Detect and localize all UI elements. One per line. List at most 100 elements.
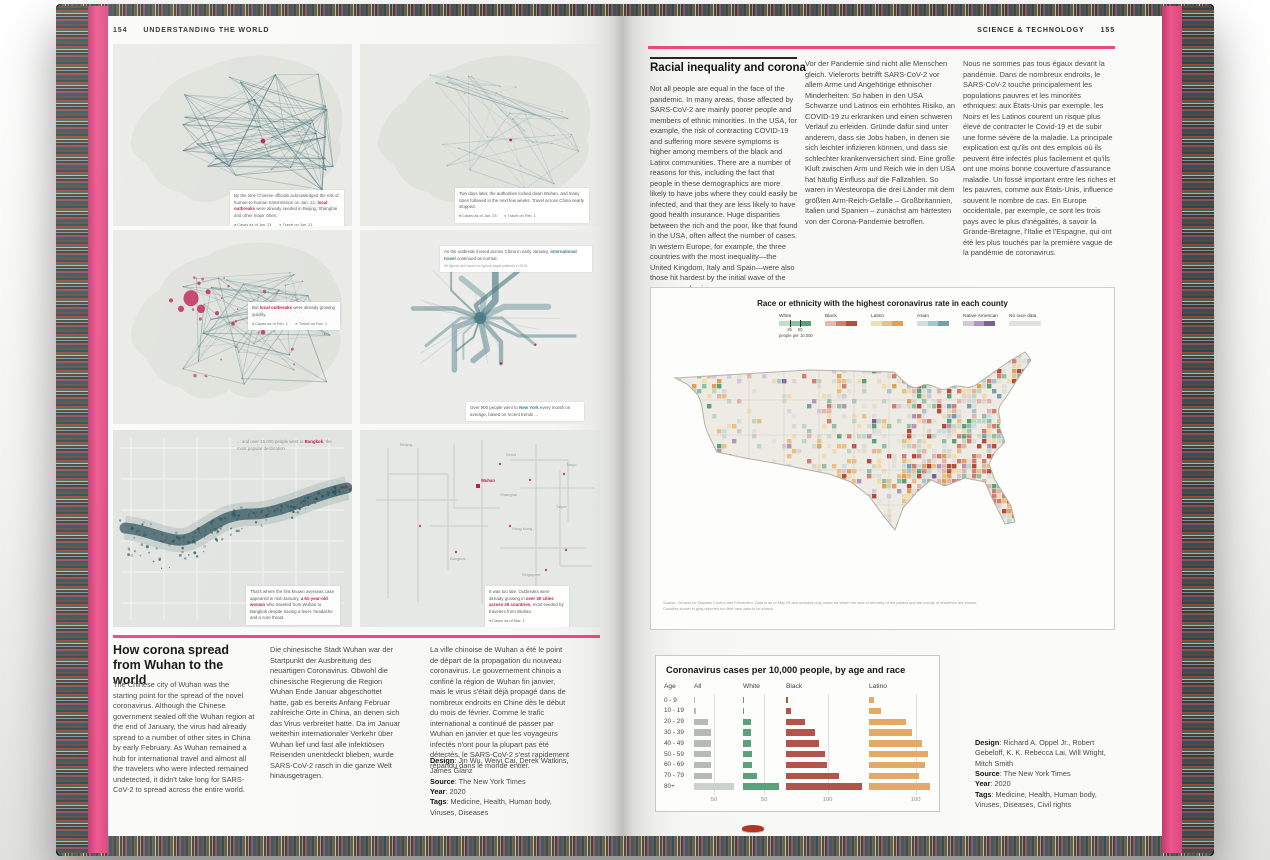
decor-shape: [962, 564, 966, 568]
travel-spoke: [410, 306, 483, 321]
chart-bar-black-30-39: [786, 729, 815, 736]
decor-shape: [827, 519, 832, 524]
decor-shape: [1012, 549, 1016, 553]
decor-shape: [1012, 484, 1017, 489]
decor-shape: [1097, 554, 1101, 558]
decor-shape: [737, 514, 742, 519]
decor-shape: [907, 429, 912, 434]
decor-shape: [468, 75, 500, 87]
chart-bar-all-0-9: [694, 697, 696, 704]
decor-shape: [822, 479, 827, 484]
decor-shape: [284, 284, 286, 286]
decor-shape: [435, 82, 500, 87]
decor-shape: [1062, 419, 1066, 423]
decor-shape: [232, 509, 236, 513]
decor-shape: [229, 533, 232, 536]
decor-shape: [702, 484, 707, 489]
decor-shape: [215, 158, 334, 167]
decor-shape: [197, 143, 216, 160]
decor-shape: [1057, 499, 1061, 503]
decor-shape: [1037, 519, 1041, 523]
decor-shape: [737, 399, 742, 404]
decor-shape: [1067, 394, 1071, 398]
decor-shape: [697, 544, 701, 548]
chart-bar-latino-60-69: [869, 761, 925, 769]
decor-shape: [1022, 499, 1027, 504]
decor-shape: [182, 368, 245, 385]
decor-shape: [1042, 489, 1046, 493]
decor-shape: [1012, 424, 1017, 429]
decor-shape: [1002, 424, 1007, 429]
age-race-bar-chart: Coronavirus cases per 10,000 people, by …: [655, 655, 940, 812]
decor-shape: [1092, 469, 1096, 473]
decor-shape: [184, 557, 187, 560]
decor-shape: [977, 489, 982, 494]
decor-shape: [732, 474, 737, 479]
decor-shape: [1007, 449, 1012, 454]
decor-shape: [682, 569, 686, 573]
decor-shape: [962, 469, 967, 474]
decor-shape: [165, 536, 169, 540]
decor-shape: [932, 509, 937, 514]
decor-shape: [1002, 579, 1006, 583]
outbreak-cluster: [197, 281, 201, 286]
decor-shape: [947, 534, 951, 538]
decor-shape: [912, 499, 917, 504]
decor-shape: [1022, 579, 1026, 583]
decor-shape: [1067, 474, 1071, 478]
decor-shape: [200, 532, 202, 535]
decor-shape: [1057, 524, 1061, 528]
decor-shape: [487, 136, 552, 144]
decor-shape: [1077, 379, 1081, 383]
decor-shape: [902, 469, 907, 474]
decor-shape: [274, 74, 323, 190]
credit-line: Year: 2020: [430, 787, 466, 797]
decor-shape: [1077, 554, 1081, 558]
decor-shape: [677, 444, 682, 449]
decor-shape: [304, 499, 307, 502]
chart-tick-line: [713, 694, 715, 796]
decor-shape: [1052, 369, 1056, 373]
decor-shape: [133, 536, 136, 539]
decor-shape: [937, 524, 942, 529]
decor-shape: [1057, 384, 1061, 388]
left-article-credits: Design: Jin Wu, Weiyi Cai, Derek Watkins…: [430, 756, 572, 818]
decor-shape: [907, 434, 912, 439]
us-choropleth-map: [673, 351, 1101, 588]
decor-shape: [992, 434, 997, 439]
decor-shape: [196, 278, 212, 320]
outbreak-cluster: [183, 290, 199, 307]
transit-line: [510, 459, 569, 522]
decor-shape: [967, 384, 972, 389]
decor-shape: [133, 550, 136, 553]
decor-shape: [957, 549, 961, 553]
decor-shape: [887, 584, 891, 588]
decor-shape: [742, 489, 747, 494]
decor-shape: [822, 454, 827, 459]
decor-shape: [1072, 554, 1076, 558]
decor-shape: [1097, 539, 1101, 543]
decor-shape: [1017, 479, 1022, 484]
decor-shape: [312, 501, 315, 503]
decor-shape: [762, 469, 767, 474]
decor-shape: [1072, 559, 1076, 563]
decor-shape: [807, 544, 811, 548]
decor-shape: [182, 319, 212, 370]
decor-shape: [254, 99, 327, 111]
decor-shape: [197, 133, 317, 145]
city-outbreak-dot: [454, 550, 458, 554]
decor-shape: [1082, 539, 1086, 543]
decor-shape: [1082, 494, 1086, 498]
decor-shape: [236, 518, 238, 521]
decor-shape: [692, 404, 697, 409]
decor-shape: [902, 524, 907, 529]
decor-shape: [1017, 449, 1022, 454]
decor-shape: [1037, 539, 1041, 543]
decor-shape: [967, 524, 972, 529]
decor-shape: [862, 364, 867, 369]
decor-shape: [767, 474, 772, 479]
decor-shape: [742, 499, 747, 504]
decor-shape: [747, 479, 752, 484]
decor-shape: [1092, 569, 1096, 573]
decor-shape: [792, 434, 797, 439]
